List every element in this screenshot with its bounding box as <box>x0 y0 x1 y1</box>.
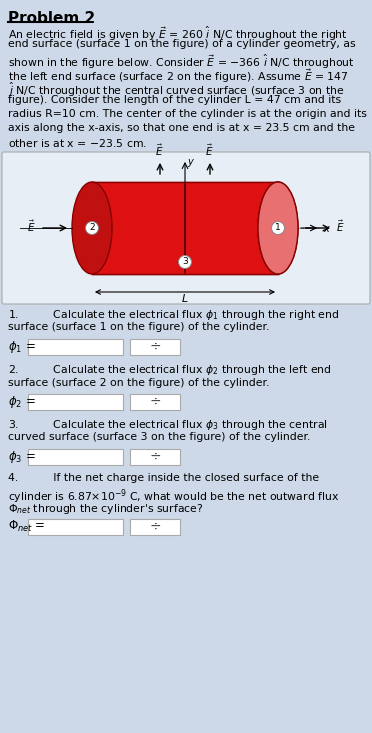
FancyBboxPatch shape <box>28 518 123 534</box>
Text: figure). Consider the length of the cylinder L = 47 cm and its: figure). Consider the length of the cyli… <box>8 95 341 105</box>
Text: An electric field is given by $\vec{E}$ = 260 $\hat{i}$ N/C throughout the right: An electric field is given by $\vec{E}$ … <box>8 25 348 43</box>
Text: 3: 3 <box>182 257 188 267</box>
Text: axis along the x-axis, so that one end is at x = 23.5 cm and the: axis along the x-axis, so that one end i… <box>8 123 355 133</box>
Text: other is at x = $-$23.5 cm.: other is at x = $-$23.5 cm. <box>8 137 147 149</box>
Text: 2: 2 <box>89 224 95 232</box>
Text: $\vec{E}$: $\vec{E}$ <box>205 142 213 158</box>
Text: surface (surface 1 on the figure) of the cylinder.: surface (surface 1 on the figure) of the… <box>8 323 269 333</box>
Text: 1.          Calculate the electrical flux $\phi_1$ through the right end: 1. Calculate the electrical flux $\phi_1… <box>8 308 340 322</box>
FancyBboxPatch shape <box>130 394 180 410</box>
Text: radius R=10 cm. The center of the cylinder is at the origin and its: radius R=10 cm. The center of the cylind… <box>8 109 367 119</box>
Ellipse shape <box>72 182 112 274</box>
Text: $\vec{E}$: $\vec{E}$ <box>336 218 344 234</box>
Text: Problem 2: Problem 2 <box>8 11 95 26</box>
Text: $\hat{j}$ N/C throughout the central curved surface (surface 3 on the: $\hat{j}$ N/C throughout the central cur… <box>8 81 344 100</box>
Text: x: x <box>323 224 329 234</box>
Text: 1: 1 <box>275 224 281 232</box>
FancyBboxPatch shape <box>28 449 123 465</box>
Text: 2.          Calculate the electrical flux $\phi_2$ through the left end: 2. Calculate the electrical flux $\phi_2… <box>8 363 332 377</box>
Text: ÷: ÷ <box>149 340 161 354</box>
Bar <box>92 182 278 274</box>
Ellipse shape <box>258 182 298 274</box>
FancyBboxPatch shape <box>130 339 180 355</box>
Text: ÷: ÷ <box>149 520 161 534</box>
Ellipse shape <box>258 182 298 274</box>
Text: y: y <box>187 157 193 167</box>
Text: end surface (surface 1 on the figure) of a cylinder geometry, as: end surface (surface 1 on the figure) of… <box>8 39 356 49</box>
Text: cylinder is 6.87$\times$10$^{-9}$ C, what would be the net outward flux: cylinder is 6.87$\times$10$^{-9}$ C, wha… <box>8 487 339 506</box>
Text: $\phi_1$ =: $\phi_1$ = <box>8 339 36 355</box>
Text: $\phi_2$ =: $\phi_2$ = <box>8 394 36 410</box>
Bar <box>92 182 278 274</box>
Text: 4.          If the net charge inside the closed surface of the: 4. If the net charge inside the closed s… <box>8 473 319 483</box>
FancyBboxPatch shape <box>130 518 180 534</box>
Text: ÷: ÷ <box>149 395 161 409</box>
Circle shape <box>86 221 99 235</box>
Text: 3.          Calculate the electrical flux $\phi_3$ through the central: 3. Calculate the electrical flux $\phi_3… <box>8 418 328 432</box>
Text: $\vec{E}$: $\vec{E}$ <box>155 142 163 158</box>
Text: L: L <box>182 294 188 304</box>
Text: ÷: ÷ <box>149 450 161 464</box>
Text: $\Phi_{net}$ =: $\Phi_{net}$ = <box>8 519 46 534</box>
Text: shown in the figure below. Consider $\vec{E}$ = $-$366 $\hat{i}$ N/C throughout: shown in the figure below. Consider $\ve… <box>8 53 355 71</box>
Text: $\vec{E}$: $\vec{E}$ <box>28 218 36 234</box>
Circle shape <box>179 256 192 268</box>
FancyBboxPatch shape <box>130 449 180 465</box>
Text: surface (surface 2 on the figure) of the cylinder.: surface (surface 2 on the figure) of the… <box>8 377 269 388</box>
Text: $\Phi_{net}$ through the cylinder's surface?: $\Phi_{net}$ through the cylinder's surf… <box>8 502 203 516</box>
Circle shape <box>272 221 285 235</box>
FancyBboxPatch shape <box>28 339 123 355</box>
Text: $\phi_3$ =: $\phi_3$ = <box>8 449 36 465</box>
FancyBboxPatch shape <box>2 152 370 304</box>
Text: the left end surface (surface 2 on the figure). Assume $\vec{E}$ = 147: the left end surface (surface 2 on the f… <box>8 67 349 85</box>
FancyBboxPatch shape <box>28 394 123 410</box>
Text: curved surface (surface 3 on the figure) of the cylinder.: curved surface (surface 3 on the figure)… <box>8 432 310 443</box>
